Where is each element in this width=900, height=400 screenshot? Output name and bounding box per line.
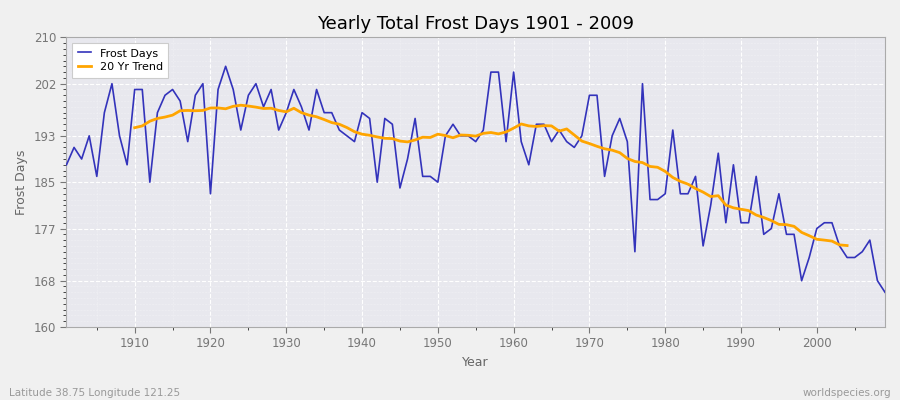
X-axis label: Year: Year	[463, 356, 489, 369]
Frost Days	[607, 134, 617, 138]
Line: Frost Days: Frost Days	[67, 66, 885, 292]
Line: 20 Yr Trend: 20 Yr Trend	[135, 105, 847, 246]
Legend: Frost Days, 20 Yr Trend: Frost Days, 20 Yr Trend	[72, 43, 168, 78]
20 Yr Trend	[266, 106, 276, 111]
20 Yr Trend	[236, 103, 247, 108]
Text: Latitude 38.75 Longitude 121.25: Latitude 38.75 Longitude 121.25	[9, 388, 180, 398]
Frost Days	[122, 162, 132, 167]
Frost Days	[508, 70, 519, 74]
20 Yr Trend	[622, 156, 633, 161]
Frost Days	[341, 134, 352, 138]
Frost Days	[61, 162, 72, 167]
20 Yr Trend	[842, 243, 852, 248]
20 Yr Trend	[159, 115, 170, 120]
20 Yr Trend	[637, 160, 648, 165]
Text: worldspecies.org: worldspecies.org	[803, 388, 891, 398]
Frost Days	[296, 104, 307, 109]
Y-axis label: Frost Days: Frost Days	[15, 150, 28, 215]
Frost Days	[220, 64, 231, 69]
20 Yr Trend	[668, 175, 679, 180]
20 Yr Trend	[660, 169, 670, 174]
Frost Days	[879, 290, 890, 295]
Title: Yearly Total Frost Days 1901 - 2009: Yearly Total Frost Days 1901 - 2009	[317, 15, 634, 33]
Frost Days	[516, 139, 526, 144]
20 Yr Trend	[130, 125, 140, 130]
